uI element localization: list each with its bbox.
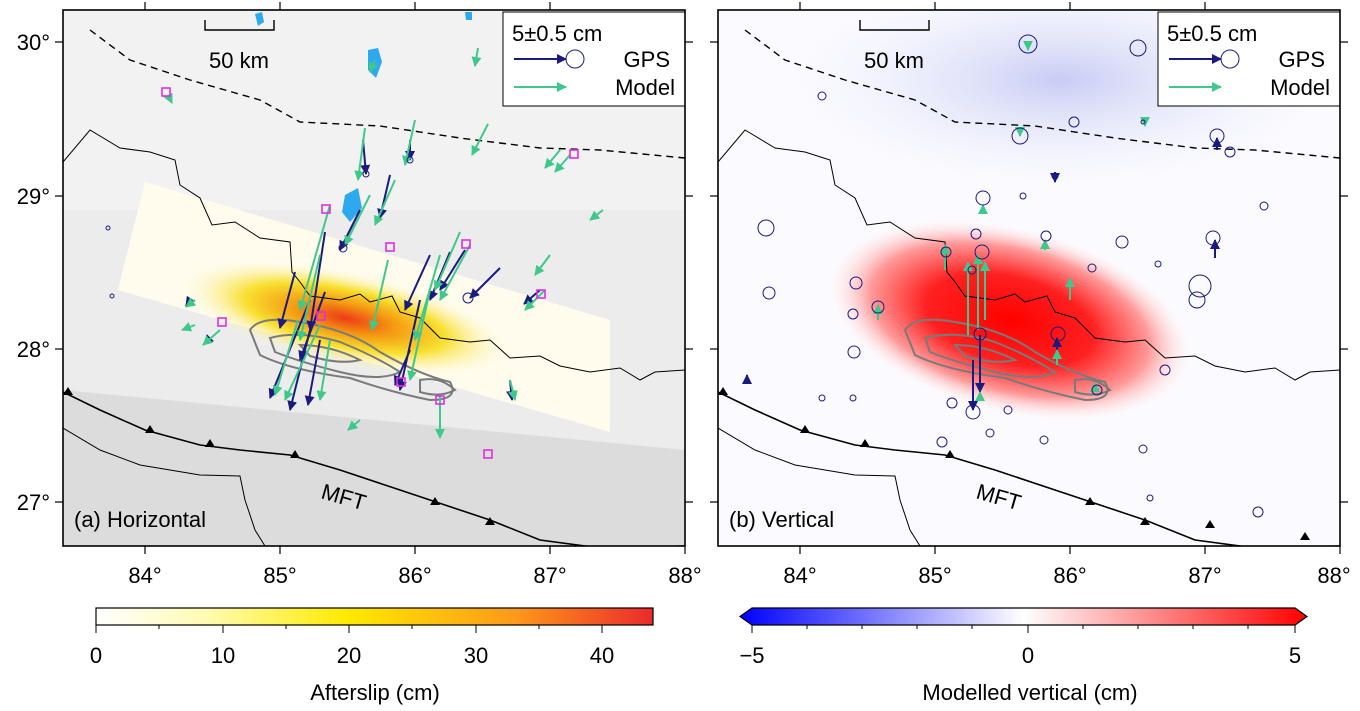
colorbar-tick: 10 bbox=[211, 643, 235, 668]
x-tick: 88° bbox=[1317, 563, 1350, 588]
legend-scale: 5±0.5 cm bbox=[1167, 21, 1257, 46]
legend-gps-ellipse bbox=[1220, 49, 1240, 69]
colorbar-tick: 20 bbox=[337, 643, 361, 668]
colorbar-label: Modelled vertical (cm) bbox=[922, 680, 1137, 705]
colorbar-tick: 30 bbox=[464, 643, 488, 668]
gps-ellipses bbox=[105, 156, 474, 304]
site-markers bbox=[161, 87, 579, 459]
x-tick: 85° bbox=[918, 563, 951, 588]
y-tick: 28° bbox=[17, 337, 50, 362]
panel-a-xticklabels: 84° 85° 86° 87° 88° bbox=[128, 563, 701, 588]
gps-vectors bbox=[742, 137, 1222, 411]
colorbar-tick: 5 bbox=[1289, 643, 1301, 668]
fault-triangles bbox=[718, 387, 1310, 540]
panel-a-yticklabels: 30° 29° 28° 27° bbox=[17, 30, 50, 515]
panel-b-frame bbox=[717, 9, 1341, 547]
colorbar-label: Afterslip (cm) bbox=[310, 680, 440, 705]
panel-label: (b) Vertical bbox=[729, 507, 834, 532]
gps-ellipses bbox=[757, 34, 1269, 518]
x-tick: 88° bbox=[668, 563, 701, 588]
x-tick: 84° bbox=[128, 563, 161, 588]
panel-a: 50 km MFT (a) Horizontal 5±0.5 cm GPS Mo… bbox=[17, 2, 702, 705]
lake bbox=[465, 12, 472, 20]
panel-b: 50 km MFT (b) Vertical 5±0.5 cm GPS Mode… bbox=[710, 2, 1351, 705]
scale-bar-label: 50 km bbox=[864, 48, 924, 73]
uplift-zone bbox=[824, 216, 1196, 424]
x-tick: 84° bbox=[783, 563, 816, 588]
panel-b-ticks bbox=[710, 2, 1348, 554]
colorbar-a-ticks bbox=[95, 625, 603, 633]
colorbar-tick: 0 bbox=[1022, 643, 1034, 668]
colorbar-tick: −5 bbox=[739, 643, 764, 668]
legend: 5±0.5 cm GPS Model bbox=[502, 11, 685, 107]
panel-label: (a) Horizontal bbox=[74, 507, 206, 532]
y-tick: 27° bbox=[17, 490, 50, 515]
mft-fault bbox=[718, 391, 1340, 546]
border-south bbox=[63, 427, 266, 546]
legend-model-label: Model bbox=[1270, 75, 1330, 100]
x-tick: 86° bbox=[398, 563, 431, 588]
colorbar-tick: 40 bbox=[590, 643, 614, 668]
lake bbox=[342, 188, 362, 222]
colorbar-a: 0 10 20 30 40 Afterslip (cm) bbox=[90, 607, 654, 705]
x-tick: 87° bbox=[1188, 563, 1221, 588]
legend-scale: 5±0.5 cm bbox=[512, 21, 602, 46]
country-border bbox=[63, 129, 685, 381]
terrain-plains bbox=[63, 390, 685, 546]
legend: 5±0.5 cm GPS Model bbox=[1157, 11, 1340, 107]
border-south bbox=[718, 427, 921, 546]
colorbar-b-ticks bbox=[751, 625, 1296, 633]
panel-a-ticks bbox=[55, 2, 693, 554]
x-tick: 85° bbox=[263, 563, 296, 588]
panel-a-frame bbox=[62, 9, 686, 547]
y-tick: 29° bbox=[17, 184, 50, 209]
panel-b-map: 50 km MFT (b) Vertical 5±0.5 cm GPS Mode… bbox=[718, 10, 1340, 546]
afterslip-high bbox=[178, 259, 512, 377]
vectors-b bbox=[742, 34, 1269, 518]
legend-gps-label: GPS bbox=[1279, 47, 1325, 72]
panel-a-map: 50 km MFT (a) Horizontal 5±0.5 cm GPS Mo… bbox=[63, 10, 685, 546]
model-vectors bbox=[163, 47, 604, 439]
scale-bar: 50 km bbox=[204, 20, 275, 73]
legend-gps-label: GPS bbox=[624, 47, 670, 72]
country-border bbox=[718, 129, 1340, 381]
aftershock-contours bbox=[903, 318, 1112, 402]
fault-triangles bbox=[63, 387, 495, 525]
scale-bar-label: 50 km bbox=[209, 48, 269, 73]
panel-b-xticklabels: 84° 85° 86° 87° 88° bbox=[783, 563, 1350, 588]
legend-model-label: Model bbox=[615, 75, 675, 100]
y-tick: 30° bbox=[17, 30, 50, 55]
lake bbox=[255, 12, 264, 26]
x-tick: 87° bbox=[533, 563, 566, 588]
scale-bar: 50 km bbox=[859, 20, 930, 73]
mft-fault bbox=[63, 391, 685, 546]
legend-gps-ellipse bbox=[565, 49, 585, 69]
colorbar-tick: 0 bbox=[90, 643, 102, 668]
colorbar-b: −5 0 5 Modelled vertical (cm) bbox=[738, 607, 1309, 705]
x-tick: 86° bbox=[1053, 563, 1086, 588]
vectors-a bbox=[105, 47, 604, 459]
colorbar-b-bar bbox=[738, 607, 1309, 626]
